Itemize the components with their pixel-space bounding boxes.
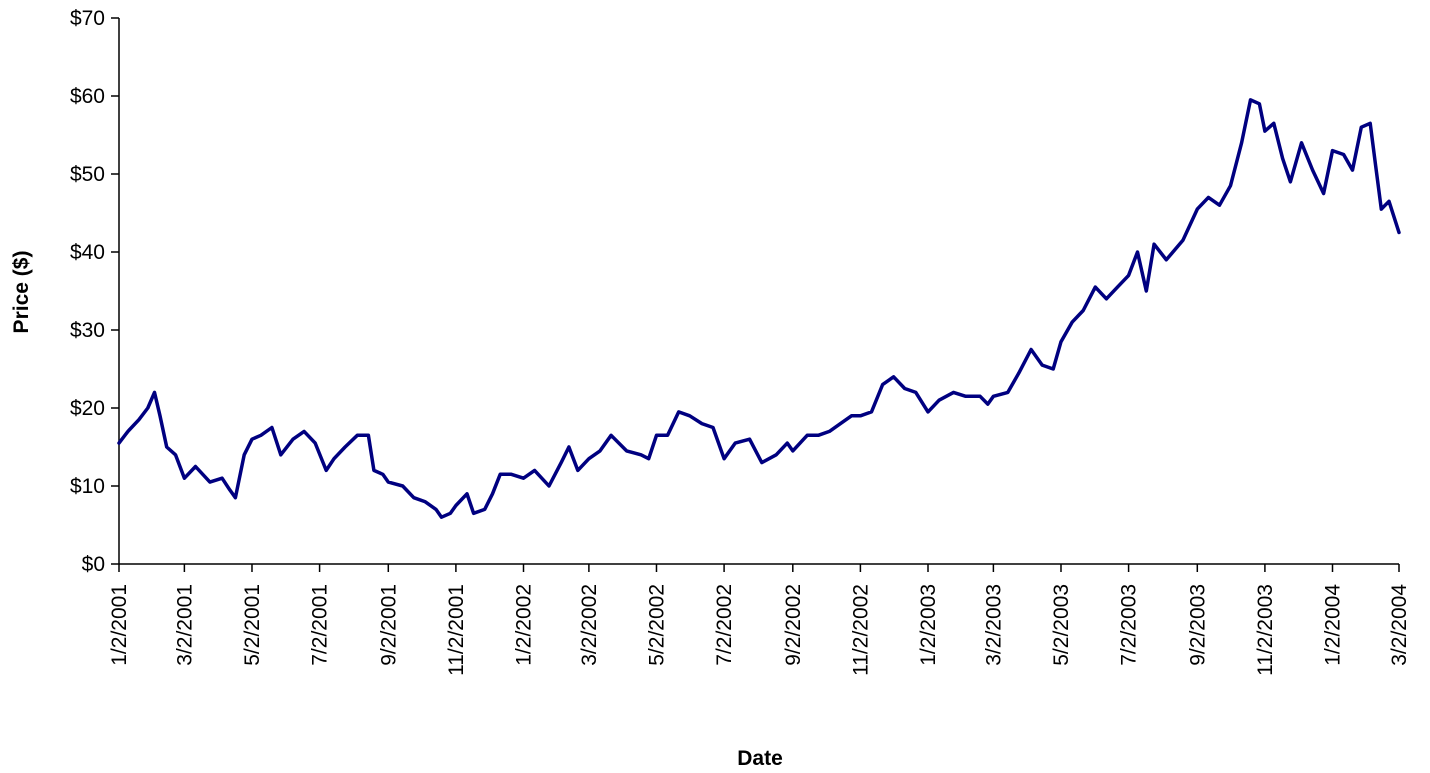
x-tick-label: 11/2/2001 bbox=[445, 584, 468, 676]
x-tick-label: 1/2/2001 bbox=[108, 584, 131, 666]
y-tick-label: $10 bbox=[70, 475, 105, 498]
x-tick-label: 11/2/2003 bbox=[1254, 584, 1277, 676]
x-tick-label: 7/2/2001 bbox=[309, 584, 332, 666]
y-tick-label: $0 bbox=[82, 553, 105, 576]
x-tick-label: 5/2/2002 bbox=[645, 584, 668, 666]
y-tick-label: $60 bbox=[70, 85, 105, 108]
x-ticks: 1/2/2001 3/2/2001 5/2/2001 7/2/2001 9/2/2001… bbox=[108, 564, 1411, 676]
x-tick-label: 7/2/2002 bbox=[713, 584, 736, 666]
y-tick-label: $50 bbox=[70, 163, 105, 186]
x-tick-label: 9/2/2003 bbox=[1186, 584, 1209, 666]
x-tick-label: 11/2/2002 bbox=[849, 584, 872, 676]
x-tick-label: 1/2/2004 bbox=[1322, 584, 1345, 666]
y-ticks: $0 $10 $20 $30 $40 $50 $60 $70 bbox=[70, 7, 119, 576]
x-tick-label: 3/2/2001 bbox=[173, 584, 196, 666]
y-tick-label: $20 bbox=[70, 397, 105, 420]
x-tick-label: 7/2/2003 bbox=[1118, 584, 1141, 666]
y-axis-title: Price ($) bbox=[10, 251, 33, 334]
x-tick-label: 1/2/2003 bbox=[917, 584, 940, 666]
axes bbox=[118, 18, 1399, 565]
x-axis-title: Date bbox=[737, 747, 783, 770]
x-tick-label: 5/2/2001 bbox=[241, 584, 264, 666]
x-tick-label: 3/2/2003 bbox=[982, 584, 1005, 666]
price-series-line bbox=[117, 98, 1401, 519]
x-tick-label: 1/2/2002 bbox=[513, 584, 536, 666]
x-tick-label: 9/2/2001 bbox=[377, 584, 400, 666]
y-tick-label: $70 bbox=[70, 7, 105, 30]
x-tick-label: 5/2/2003 bbox=[1050, 584, 1073, 666]
x-tick-label: 9/2/2002 bbox=[782, 584, 805, 666]
x-tick-label: 3/2/2004 bbox=[1388, 584, 1411, 666]
y-tick-label: $40 bbox=[70, 241, 105, 264]
x-tick-label: 3/2/2002 bbox=[578, 584, 601, 666]
y-tick-label: $30 bbox=[70, 319, 105, 342]
